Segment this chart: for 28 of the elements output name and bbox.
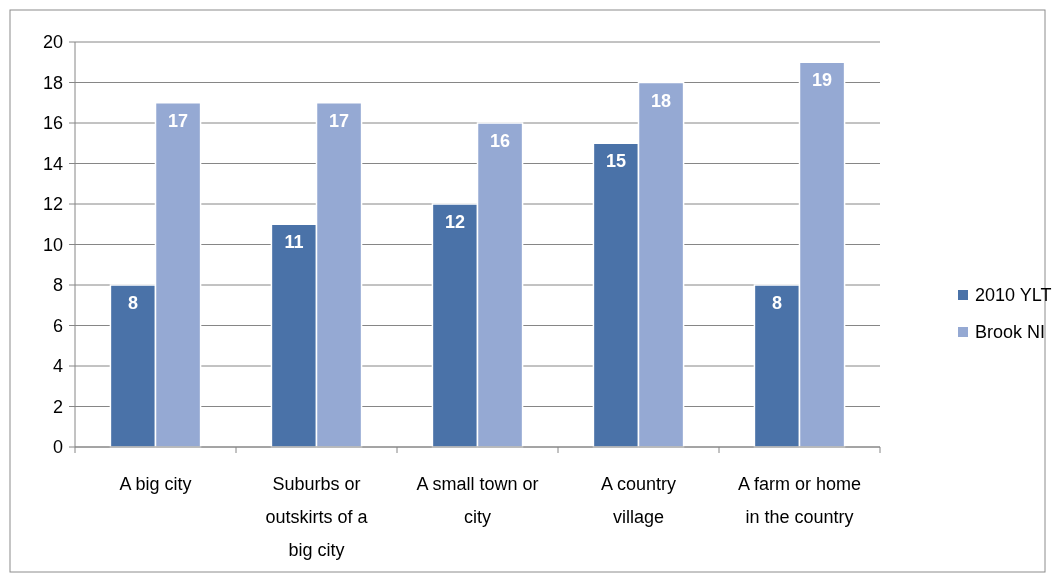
data-label: 16 — [490, 131, 511, 151]
y-tick-label: 0 — [52, 437, 63, 458]
data-label: 8 — [771, 293, 782, 313]
x-tick-label: A small town or city — [416, 474, 539, 527]
y-tick-label: 16 — [42, 113, 63, 134]
y-tick-label: 2 — [52, 396, 63, 417]
y-tick-label: 20 — [42, 32, 63, 53]
x-tick-label: A country village — [600, 474, 677, 527]
data-label: 15 — [605, 151, 626, 172]
legend-label: 2010 YLT — [975, 285, 1052, 306]
y-tick-label: 10 — [42, 234, 63, 255]
y-tick-label: 8 — [52, 275, 63, 296]
data-label: 17 — [168, 110, 189, 131]
legend-label: Brook NI — [975, 322, 1046, 343]
y-tick-label: 12 — [42, 194, 63, 215]
data-label: 12 — [444, 212, 465, 232]
data-label: 18 — [651, 90, 672, 111]
y-tick-label: 6 — [52, 315, 63, 336]
data-label: 8 — [127, 293, 138, 313]
y-tick-label: 18 — [42, 72, 63, 93]
x-tick-label: Suburbs or outskirts of a big city — [265, 474, 369, 560]
x-tick-label: A farm or home in the country — [737, 474, 862, 527]
data-label: 11 — [284, 232, 304, 253]
y-tick-label: 4 — [52, 356, 63, 377]
y-tick-label: 14 — [42, 153, 63, 174]
data-label: 19 — [812, 70, 833, 91]
x-tick-label: A big city — [119, 474, 192, 494]
data-label: 17 — [329, 110, 350, 131]
